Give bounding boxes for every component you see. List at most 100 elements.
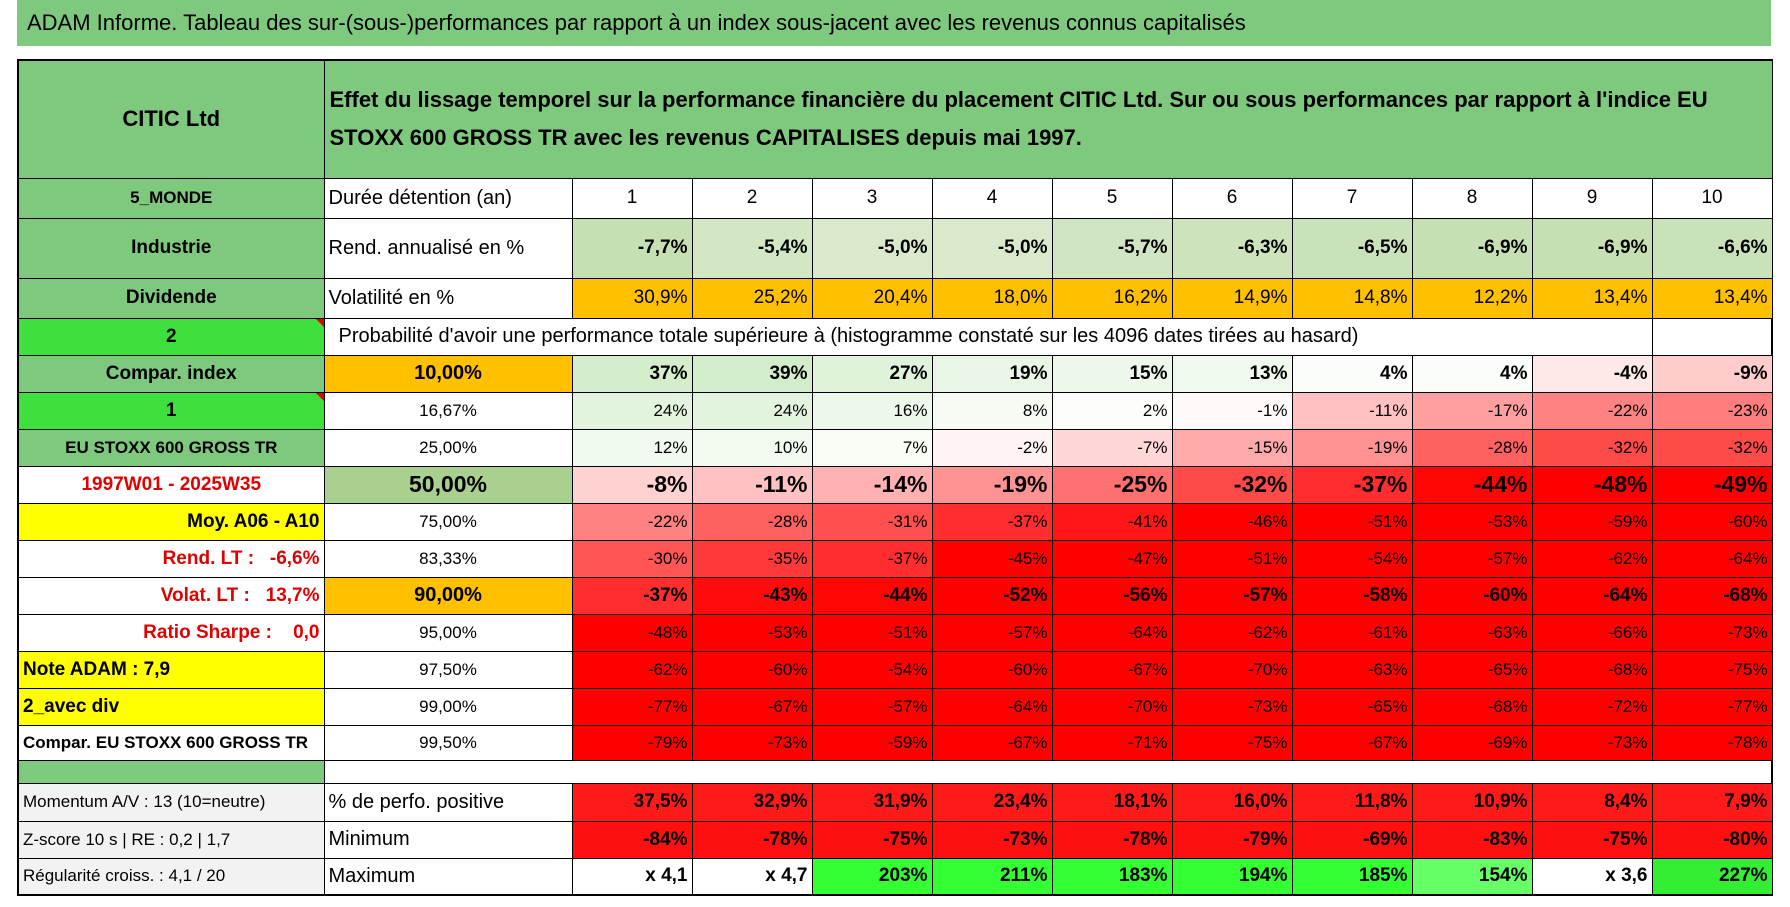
value-cell: -7,7% [571, 217, 693, 279]
value-cell: -60% [1411, 576, 1533, 615]
value-cell: -44% [811, 576, 933, 615]
value-cell: -73% [1531, 724, 1653, 761]
value-cell: 2 [691, 177, 813, 219]
value-cell: -56% [1051, 576, 1173, 615]
value-cell: -72% [1531, 687, 1653, 726]
value-cell: -83% [1411, 820, 1533, 859]
value-cell: -47% [1051, 539, 1173, 578]
description-cell: Effet du lissage temporel sur la perform… [323, 59, 1773, 179]
value-cell: -15% [1171, 428, 1293, 467]
value-cell: 10 [1651, 177, 1773, 219]
value-cell: -73% [691, 724, 813, 761]
table-row: 1997W01 - 2025W35 50,00% -8% -11% -14% -19% -2… [17, 465, 1773, 504]
value-cell: 227% [1651, 857, 1773, 896]
value-cell: -54% [811, 650, 933, 689]
value-cell: -48% [571, 613, 693, 652]
value-cell: -5,0% [811, 217, 933, 279]
value-cell: -67% [1291, 724, 1413, 761]
value-cell: -5,7% [1051, 217, 1173, 279]
row-header: % de perfo. positive [323, 782, 573, 822]
value-cell: -57% [931, 613, 1053, 652]
row-header: Rend. annualisé en % [323, 217, 573, 279]
value-cell: -64% [931, 687, 1053, 726]
value-cell: -79% [1171, 820, 1293, 859]
value-cell: -14% [811, 465, 933, 504]
value-cell: 16,2% [1051, 277, 1173, 319]
value-cell: 4% [1291, 354, 1413, 393]
row-label: 2_avec div [17, 687, 325, 726]
value-cell: x 3,6 [1531, 857, 1653, 896]
value-cell: -60% [931, 650, 1053, 689]
value-cell: 37,5% [571, 782, 693, 822]
value-cell: -70% [1051, 687, 1173, 726]
row-label: Rend. LT : -6,6% [17, 539, 325, 578]
value-cell: 154% [1411, 857, 1533, 896]
value-cell: 8,4% [1531, 782, 1653, 822]
value-cell: -65% [1291, 687, 1413, 726]
table-row: Z-score 10 s | RE : 0,2 | 1,7 Minimum -84%… [17, 820, 1773, 859]
value-cell: -51% [811, 613, 933, 652]
row-header: 16,67% [323, 391, 573, 430]
value-cell: 25,2% [691, 277, 813, 319]
spacer-cell [17, 759, 325, 784]
value-cell: -64% [1651, 539, 1773, 578]
row-header: Minimum [323, 820, 573, 859]
value-cell: 183% [1051, 857, 1173, 896]
table-row: 2_avec div 99,00% -77% -67% -57% -64% -70% -73%… [17, 687, 1773, 726]
value-cell: -57% [811, 687, 933, 726]
value-cell: 18,0% [931, 277, 1053, 319]
value-cell: -54% [1291, 539, 1413, 578]
table-row: Régularité croiss. : 4,1 / 20 Maximum x 4,… [17, 857, 1773, 896]
value-cell: -62% [1171, 613, 1293, 652]
value-cell: -23% [1651, 391, 1773, 430]
row-label: 5_MONDE [17, 177, 325, 219]
value-cell: -22% [571, 502, 693, 541]
value-cell: -52% [931, 576, 1053, 615]
value-cell: -19% [1291, 428, 1413, 467]
value-cell: -78% [1651, 724, 1773, 761]
value-cell: -77% [571, 687, 693, 726]
value-cell: 10% [691, 428, 813, 467]
table-row: Industrie Rend. annualisé en % -7,7% -5,4% -… [17, 217, 1773, 279]
value-cell: -62% [571, 650, 693, 689]
row-header: 97,50% [323, 650, 573, 689]
value-cell: -79% [571, 724, 693, 761]
value-cell: 8% [931, 391, 1053, 430]
table-row: Compar. EU STOXX 600 GROSS TR 99,50% -79% -… [17, 724, 1773, 761]
table-row: Ratio Sharpe : 0,0 95,00% -48% -53% -51% -57%… [17, 613, 1773, 652]
value-cell: -75% [1651, 650, 1773, 689]
value-cell: 12% [571, 428, 693, 467]
value-cell: -48% [1531, 465, 1653, 504]
value-cell: -64% [1531, 576, 1653, 615]
row-label: Volat. LT : 13,7% [17, 576, 325, 615]
value-cell: -28% [691, 502, 813, 541]
value-cell: 194% [1171, 857, 1293, 896]
value-cell: -11% [691, 465, 813, 504]
row-header: 99,00% [323, 687, 573, 726]
value-cell: -51% [1291, 502, 1413, 541]
value-cell: 13% [1171, 354, 1293, 393]
value-cell: -2% [931, 428, 1053, 467]
table-row: 1 16,67% 24% 24% 16% 8% 2% -1% -11% -17% -22% -23% [17, 391, 1773, 430]
value-cell: 19% [931, 354, 1053, 393]
value-cell: -32% [1651, 428, 1773, 467]
row-label: Compar. EU STOXX 600 GROSS TR [17, 724, 325, 761]
value-cell: -6,5% [1291, 217, 1413, 279]
value-cell: -84% [571, 820, 693, 859]
value-cell: -30% [571, 539, 693, 578]
value-cell: 211% [931, 857, 1053, 896]
value-cell: -5,0% [931, 217, 1053, 279]
row-header: 95,00% [323, 613, 573, 652]
value-cell: -59% [1531, 502, 1653, 541]
value-cell: -4% [1531, 354, 1653, 393]
row-label: Momentum A/V : 13 (10=neutre) [17, 782, 325, 822]
value-cell: -37% [931, 502, 1053, 541]
row-header: 83,33% [323, 539, 573, 578]
table-row: 2 Probabilité d'avoir une performance tot… [17, 317, 1773, 356]
value-cell: -75% [1171, 724, 1293, 761]
value-cell: -60% [1651, 502, 1773, 541]
value-cell: -57% [1171, 576, 1293, 615]
value-cell: -67% [1051, 650, 1173, 689]
value-cell: -63% [1411, 613, 1533, 652]
value-cell: -49% [1651, 465, 1773, 504]
